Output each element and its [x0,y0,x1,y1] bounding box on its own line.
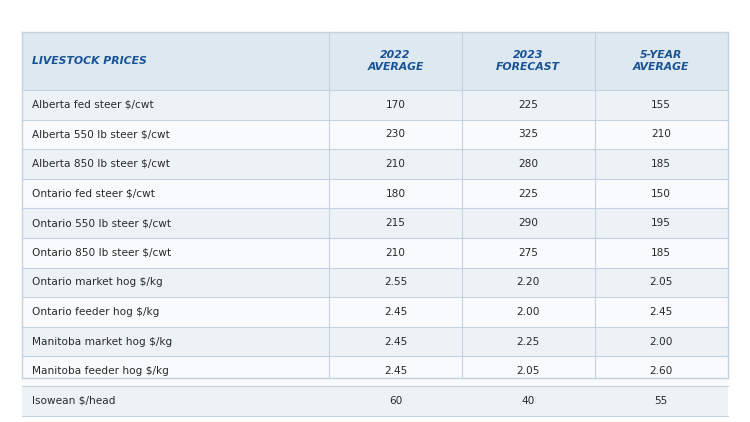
Text: 290: 290 [518,218,538,228]
Text: 2.25: 2.25 [517,337,540,346]
Bar [22,386,728,416]
Text: 215: 215 [386,218,406,228]
Text: 5-YEAR
AVERAGE: 5-YEAR AVERAGE [633,50,689,72]
Text: Ontario fed steer $/cwt: Ontario fed steer $/cwt [32,189,155,199]
Text: 170: 170 [386,100,406,110]
Bar [22,149,728,179]
Text: 40: 40 [521,396,535,406]
Bar [22,327,728,357]
Text: 2.45: 2.45 [384,337,407,346]
Text: 195: 195 [651,218,670,228]
Text: Alberta fed steer $/cwt: Alberta fed steer $/cwt [32,100,154,110]
Text: 325: 325 [518,130,538,139]
Text: Ontario 550 lb steer $/cwt: Ontario 550 lb steer $/cwt [32,218,171,228]
Text: 180: 180 [386,189,406,199]
Text: 275: 275 [518,248,538,258]
Text: 185: 185 [651,159,671,169]
Text: 280: 280 [518,159,538,169]
Bar [22,238,728,268]
Bar [22,357,728,386]
Text: 2.05: 2.05 [650,277,673,287]
Text: 2.45: 2.45 [384,366,407,376]
Text: 185: 185 [651,248,671,258]
Text: Ontario feeder hog $/kg: Ontario feeder hog $/kg [32,307,159,317]
Text: 2.00: 2.00 [517,307,540,317]
Text: 2.45: 2.45 [384,307,407,317]
Bar [22,179,728,208]
Text: 225: 225 [518,189,538,199]
Text: 2.60: 2.60 [650,366,673,376]
Text: LIVESTOCK PRICES: LIVESTOCK PRICES [32,56,147,66]
Text: 2022
AVERAGE: 2022 AVERAGE [368,50,424,72]
Text: 150: 150 [651,189,671,199]
Text: 2.20: 2.20 [517,277,540,287]
Text: 2.55: 2.55 [384,277,407,287]
Text: 210: 210 [651,130,671,139]
Bar [22,268,728,297]
Bar [22,119,728,149]
Text: 60: 60 [388,396,402,406]
Text: Ontario 850 lb steer $/cwt: Ontario 850 lb steer $/cwt [32,248,171,258]
Text: 155: 155 [651,100,670,110]
Text: 2.05: 2.05 [517,366,540,376]
Bar [22,297,728,327]
Text: 55: 55 [654,396,668,406]
Text: Manitoba feeder hog $/kg: Manitoba feeder hog $/kg [32,366,169,376]
Text: 210: 210 [386,159,406,169]
Text: Alberta 550 lb steer $/cwt: Alberta 550 lb steer $/cwt [32,130,170,139]
Text: 2023
FORECAST: 2023 FORECAST [496,50,560,72]
Text: 2.00: 2.00 [650,337,673,346]
Text: Alberta 850 lb steer $/cwt: Alberta 850 lb steer $/cwt [32,159,170,169]
Text: Manitoba market hog $/kg: Manitoba market hog $/kg [32,337,172,346]
Bar [22,90,728,119]
Text: 225: 225 [518,100,538,110]
Bar [22,208,728,238]
Text: 230: 230 [386,130,406,139]
Text: 210: 210 [386,248,406,258]
Text: Isowean $/head: Isowean $/head [32,396,116,406]
Text: Ontario market hog $/kg: Ontario market hog $/kg [32,277,163,287]
Text: 2.45: 2.45 [650,307,673,317]
